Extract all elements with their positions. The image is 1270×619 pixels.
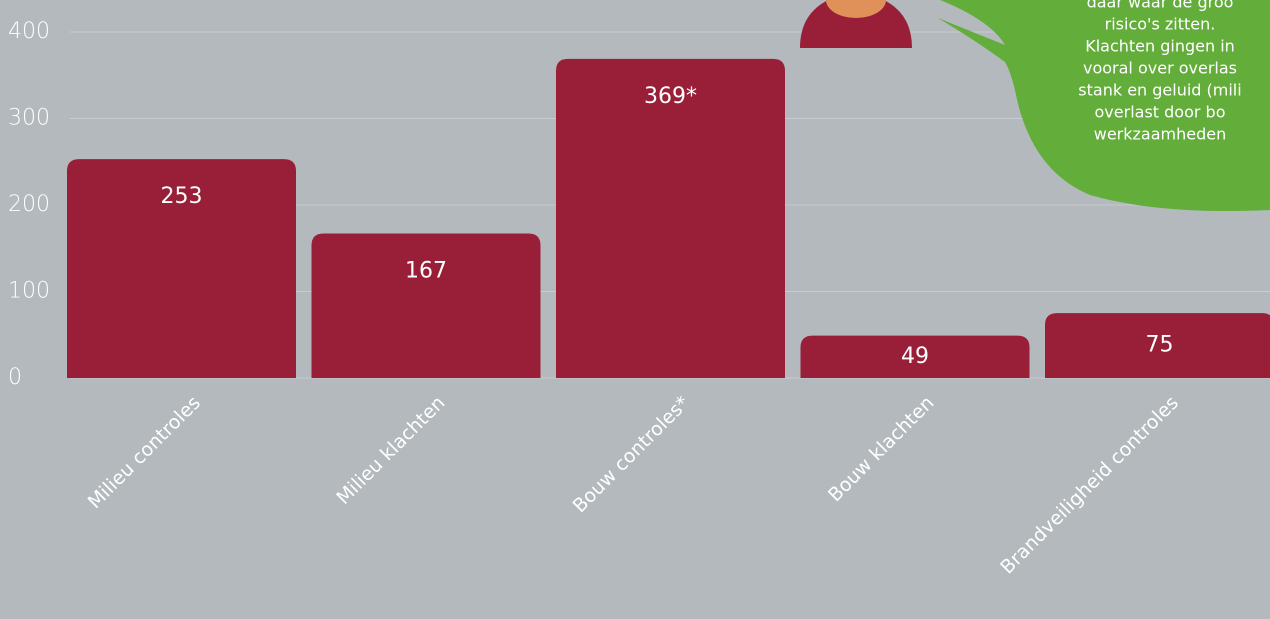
y-tick-label: 100 bbox=[8, 279, 50, 304]
value-label: 75 bbox=[1146, 333, 1174, 358]
y-tick-label: 400 bbox=[8, 19, 50, 44]
value-label: 167 bbox=[405, 259, 447, 284]
person-body bbox=[800, 0, 912, 48]
value-label: 253 bbox=[161, 184, 203, 209]
annotation-line: risico's zitten. bbox=[1105, 15, 1216, 34]
value-label: 49 bbox=[901, 344, 929, 369]
annotation-line: vooral over overlas bbox=[1083, 59, 1237, 78]
annotation-line: overlast door bo bbox=[1095, 103, 1226, 122]
bar bbox=[800, 335, 1030, 378]
value-label: 369* bbox=[644, 84, 697, 109]
bar bbox=[1045, 313, 1270, 378]
y-tick-label: 300 bbox=[8, 106, 50, 131]
bar bbox=[311, 233, 541, 378]
annotation-line: werkzaamheden bbox=[1094, 125, 1227, 144]
y-tick-label: 0 bbox=[8, 365, 22, 390]
person-face bbox=[826, 0, 886, 18]
y-tick-label: 200 bbox=[8, 192, 50, 217]
annotation: daar waar de groo risico's zitten. Klachte… bbox=[1078, 0, 1241, 144]
annotation-line: daar waar de groo bbox=[1087, 0, 1234, 12]
annotation-line: stank en geluid (mili bbox=[1078, 81, 1241, 100]
annotation-line: Klachten gingen in bbox=[1085, 37, 1235, 56]
speech-bubble bbox=[938, 0, 1270, 211]
bar bbox=[67, 159, 296, 378]
bar bbox=[556, 58, 785, 378]
